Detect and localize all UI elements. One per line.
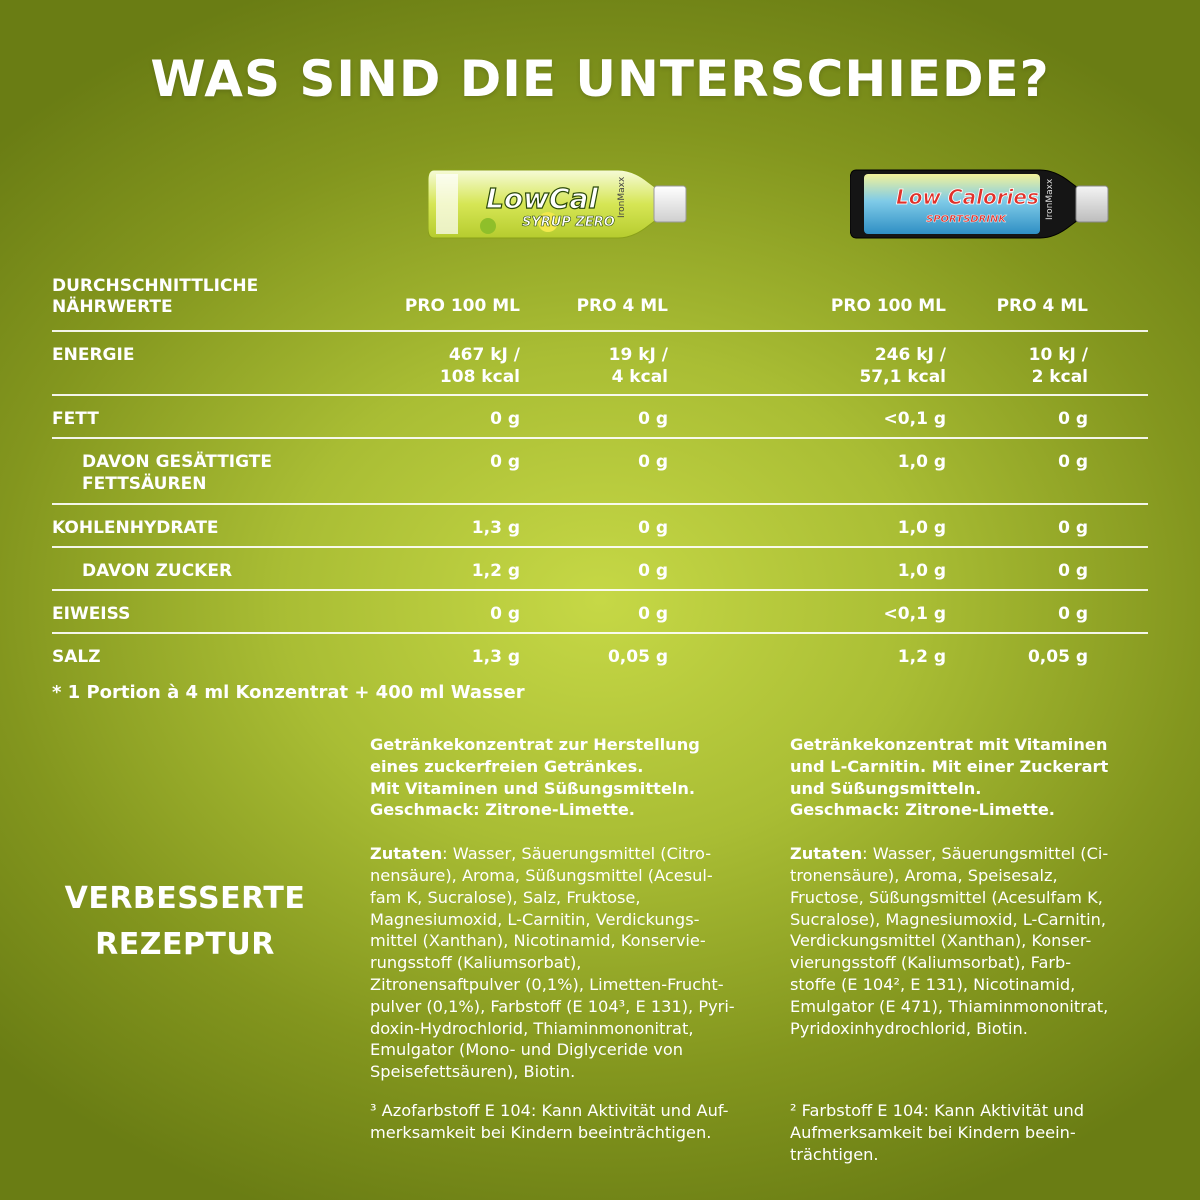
lowcal-syrup-zero-bottle: LowCal SYRUP ZERO IronMaxx: [428, 160, 690, 248]
table-header: DURCHSCHNITTLICHE NÄHRWERTE PRO 100 ML P…: [52, 272, 1148, 330]
cell: 0 g: [638, 604, 668, 624]
table-row: KOHLENHYDRATE 1,3 g 0 g 1,0 g 0 g: [52, 503, 1148, 546]
left-product-text: Getränkekonzentrat zur Herstellung eines…: [370, 734, 770, 1142]
col-header-1: PRO 100 ML: [404, 296, 520, 316]
bottle2-sub: SPORTSDRINK: [926, 214, 1007, 225]
table-row: SALZ 1,3 g 0,05 g 1,2 g 0,05 g: [52, 632, 1148, 675]
improved-recipe-heading: VERBESSERTE REZEPTUR: [30, 876, 340, 968]
table-row: ENERGIE 467 kJ / 108 kcal 19 kJ / 4 kcal…: [52, 332, 1148, 394]
cell: 1,3 g: [471, 518, 520, 538]
low-calories-sportsdrink-bottle: Low Calories SPORTSDRINK IronMaxx: [850, 160, 1112, 248]
page-title: WAS SIND DIE UNTERSCHIEDE?: [150, 50, 1050, 108]
row-label: FETT: [52, 409, 99, 429]
cell: 0 g: [490, 452, 520, 472]
cell: 0,05 g: [1027, 647, 1088, 667]
row-label: DAVON ZUCKER: [82, 561, 233, 581]
cell: 1,0 g: [897, 561, 946, 581]
left-footnote: ³ Azofarbstoff E 104: Kann Aktivität und…: [370, 1101, 729, 1142]
right-ingredients-text: : Wasser, Säuerungsmittel (Ci- tronensäu…: [790, 844, 1109, 1038]
cell: 0 g: [1058, 409, 1088, 429]
cell: 0 g: [1058, 518, 1088, 538]
cell: 1,2 g: [897, 647, 946, 667]
bottle1-maker: IronMaxx: [617, 176, 627, 218]
cell: <0,1 g: [883, 604, 946, 624]
row-label: SALZ: [52, 647, 101, 667]
cell: 0 g: [638, 452, 668, 472]
improved-recipe-text: VERBESSERTE REZEPTUR: [64, 881, 306, 962]
cell: 0 g: [490, 604, 520, 624]
table-row: DAVON ZUCKER 1,2 g 0 g 1,0 g 0 g: [52, 546, 1148, 589]
left-description: Getränkekonzentrat zur Herstellung eines…: [370, 735, 700, 820]
row-label: DAVON GESÄTTIGTE FETTSÄUREN: [82, 452, 272, 494]
row-label: EIWEISS: [52, 604, 131, 624]
cell: 10 kJ / 2 kcal: [1028, 345, 1088, 387]
right-ingredients: Zutaten: Wasser, Säuerungsmittel (Ci- tr…: [790, 843, 1170, 1039]
cell: 0 g: [1058, 561, 1088, 581]
left-ingredients-label: Zutaten: [370, 844, 443, 864]
row-label: ENERGIE: [52, 345, 135, 365]
col-header-2: PRO 4 ML: [576, 296, 668, 316]
cell: 1,3 g: [471, 647, 520, 667]
table-row: DAVON GESÄTTIGTE FETTSÄUREN 0 g 0 g 1,0 …: [52, 437, 1148, 503]
cell: 0 g: [1058, 452, 1088, 472]
cell: 0 g: [638, 409, 668, 429]
cell: <0,1 g: [883, 409, 946, 429]
row-label: KOHLENHYDRATE: [52, 518, 219, 538]
bottle1-brand: LowCal: [486, 182, 598, 215]
cell: 246 kJ / 57,1 kcal: [859, 345, 946, 387]
cell: 0 g: [638, 518, 668, 538]
right-footnote: ² Farbstoff E 104: Kann Aktivität und Au…: [790, 1101, 1084, 1164]
right-description: Getränkekonzentrat mit Vitaminen und L-C…: [790, 735, 1109, 820]
left-ingredients: Zutaten: Wasser, Säuerungsmittel (Citro-…: [370, 843, 770, 1083]
header-label: DURCHSCHNITTLICHE NÄHRWERTE: [52, 276, 259, 317]
col-header-4: PRO 4 ML: [996, 296, 1088, 316]
portion-footnote: * 1 Portion à 4 ml Konzentrat + 400 ml W…: [52, 682, 525, 703]
right-ingredients-label: Zutaten: [790, 844, 863, 864]
right-product-text: Getränkekonzentrat mit Vitaminen und L-C…: [790, 734, 1170, 1164]
nutrition-table: DURCHSCHNITTLICHE NÄHRWERTE PRO 100 ML P…: [52, 272, 1148, 675]
bottle2-maker: IronMaxx: [1045, 178, 1055, 220]
table-row: FETT 0 g 0 g <0,1 g 0 g: [52, 394, 1148, 437]
cell: 467 kJ / 108 kcal: [439, 345, 520, 387]
table-row: EIWEISS 0 g 0 g <0,1 g 0 g: [52, 589, 1148, 632]
bottle1-sub: SYRUP ZERO: [522, 215, 615, 230]
cell: 0 g: [490, 409, 520, 429]
cell: 0 g: [1058, 604, 1088, 624]
cell: 19 kJ / 4 kcal: [608, 345, 668, 387]
cell: 1,0 g: [897, 452, 946, 472]
cell: 0 g: [638, 561, 668, 581]
cell: 0,05 g: [607, 647, 668, 667]
col-header-3: PRO 100 ML: [830, 296, 946, 316]
cell: 1,2 g: [471, 561, 520, 581]
left-ingredients-text: : Wasser, Säuerungsmittel (Citro- nensäu…: [370, 844, 735, 1082]
header-divider: [52, 330, 1148, 332]
cell: 1,0 g: [897, 518, 946, 538]
bottle2-brand: Low Calories: [896, 185, 1039, 209]
